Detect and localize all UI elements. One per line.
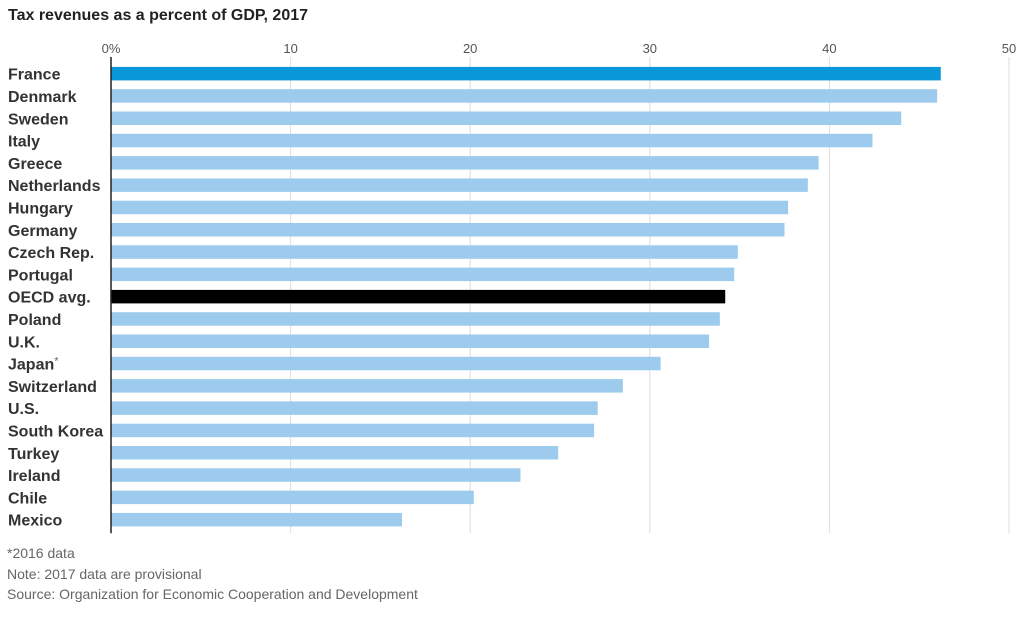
category-label: Czech Rep.: [8, 245, 94, 262]
bar-portugal: [111, 267, 735, 282]
category-label: OECD avg.: [8, 290, 91, 307]
category-label: U.S.: [8, 401, 39, 418]
category-label: Hungary: [8, 200, 73, 217]
bar-turkey: [111, 446, 559, 460]
x-tick-label: 40: [822, 41, 836, 56]
bar-greece: [111, 156, 819, 170]
bar-south-korea: [111, 423, 595, 438]
chart-title: Tax revenues as a percent of GDP, 2017: [8, 7, 309, 24]
bar-denmark: [111, 89, 938, 103]
bar-czech-rep: [111, 245, 738, 259]
category-label: Italy: [8, 134, 40, 151]
bar-chart: 0% 10 20 30 40 50 France Denmark Sweden Italy Gree…: [8, 41, 1016, 534]
x-tick-label: 30: [643, 41, 657, 56]
category-label: Poland: [8, 312, 61, 329]
bar-ireland: [111, 468, 521, 482]
category-label: Japan*: [8, 356, 59, 374]
x-tick-label: 50: [1002, 41, 1016, 56]
bar-hungary: [111, 200, 789, 215]
category-label: Turkey: [8, 446, 59, 463]
category-label: Sweden: [8, 111, 68, 128]
category-label: Denmark: [8, 89, 77, 106]
x-tick-label: 20: [463, 41, 477, 56]
category-label: Greece: [8, 156, 62, 173]
bar-germany: [111, 223, 785, 237]
bar-france: [111, 66, 941, 81]
footnote-asterisk: *2016 data: [7, 545, 75, 561]
bar-u-s: [111, 401, 598, 415]
bar-japan: [111, 356, 661, 371]
category-label: Mexico: [8, 513, 62, 530]
bar-mexico: [111, 512, 402, 527]
category-label: U.K.: [8, 334, 40, 351]
bar-oecd-avg: [111, 289, 726, 304]
category-label: South Korea: [8, 423, 103, 440]
bar-switzerland: [111, 379, 623, 393]
category-label: Portugal: [8, 267, 73, 284]
category-label: Chile: [8, 490, 47, 507]
category-label: Ireland: [8, 468, 60, 485]
bar-sweden: [111, 111, 902, 125]
footnote-source: Source: Organization for Economic Cooper…: [7, 586, 418, 602]
category-label: France: [8, 67, 61, 84]
footnotes: *2016 data Note: 2017 data are provision…: [7, 543, 418, 605]
category-label: Germany: [8, 223, 77, 240]
category-label: Netherlands: [8, 178, 101, 195]
bar-poland: [111, 312, 720, 326]
bar-netherlands: [111, 178, 808, 192]
category-label: Switzerland: [8, 379, 97, 396]
bar-italy: [111, 133, 873, 148]
x-tick-label: 0%: [102, 41, 121, 56]
footnote-note: Note: 2017 data are provisional: [7, 565, 202, 582]
bar-chile: [111, 490, 474, 505]
x-tick-label: 10: [283, 41, 297, 56]
bar-u-k: [111, 334, 710, 348]
